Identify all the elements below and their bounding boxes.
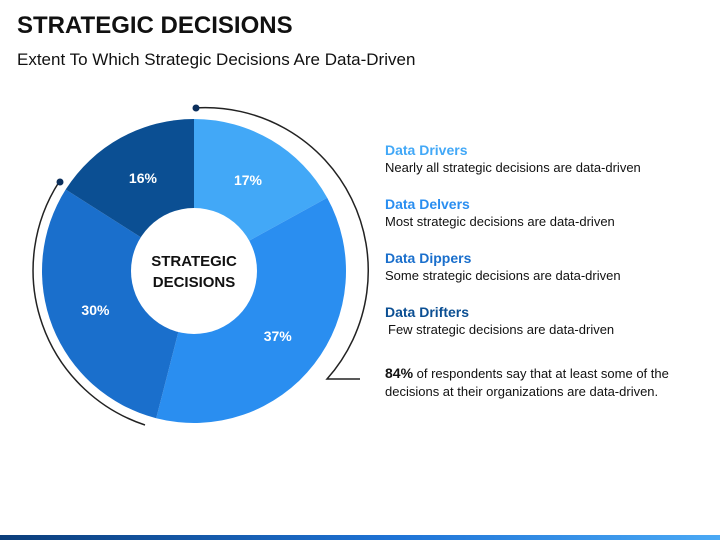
outer-arc-left — [32, 181, 146, 426]
legend-label: Data Drivers — [385, 142, 468, 158]
pie-slice-label-1: 17% — [234, 172, 263, 188]
legend-item-data-delvers: Data Delvers Most strategic decisions ar… — [385, 196, 705, 230]
legend-item-data-drivers: Data Drivers Nearly all strategic decisi… — [385, 142, 705, 176]
pie-slice-label-3: 30% — [81, 302, 110, 318]
legend-item-data-dippers: Data Dippers Some strategic decisions ar… — [385, 250, 705, 284]
legend-label: Data Delvers — [385, 196, 470, 212]
legend: Data Drivers Nearly all strategic decisi… — [385, 142, 705, 358]
pie-slice-2 — [156, 197, 347, 423]
legend-label: Data Drifters — [385, 304, 470, 320]
legend-description: Nearly all strategic decisions are data-… — [385, 160, 641, 175]
legend-description: Some strategic decisions are data-driven — [385, 268, 621, 283]
page-subtitle: Extent To Which Strategic Decisions Are … — [17, 50, 416, 69]
pie-slice-3 — [41, 189, 194, 419]
pie-slice-label-2: 37% — [264, 328, 293, 344]
legend-item-data-drifters: Data Drifters Few strategic decisions ar… — [385, 304, 705, 338]
arc-dot-top — [192, 104, 200, 112]
outer-arc-right — [193, 106, 369, 380]
arc-dot-left — [56, 178, 64, 186]
pie-slice-label-4: 16% — [129, 170, 158, 186]
center-label-line-2: DECISIONS — [153, 274, 236, 291]
slice-labels: 17% 37% 30% 16% — [81, 170, 292, 344]
summary-note: 84% of respondents say that at least som… — [385, 364, 705, 401]
legend-description: Most strategic decisions are data-driven — [385, 214, 615, 229]
note-highlight: 84% — [385, 365, 414, 381]
note-line-1: of respondents say that at least some of… — [413, 366, 669, 381]
bottom-accent-bar — [0, 535, 720, 540]
note-line-2: decisions at their organizations are dat… — [385, 384, 659, 399]
legend-label: Data Dippers — [385, 250, 472, 266]
center-label-line-1: STRATEGIC — [151, 253, 237, 270]
donut-hole — [131, 208, 257, 334]
legend-description: Few strategic decisions are data-driven — [388, 322, 615, 337]
page-title: STRATEGIC DECISIONS — [17, 12, 293, 39]
